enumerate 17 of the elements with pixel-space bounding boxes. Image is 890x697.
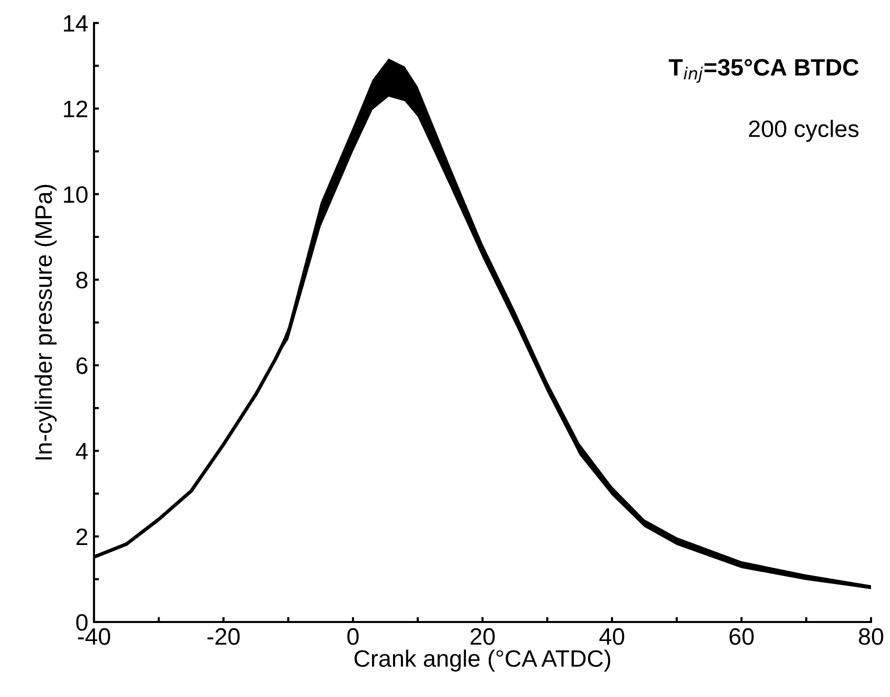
- y-tick-label: 10: [64, 186, 88, 203]
- y-tick-label: 4: [76, 443, 88, 460]
- y-axis-title: In-cylinder pressure (MPa): [34, 184, 57, 460]
- x-axis-title: Crank angle (°CA ATDC): [354, 650, 610, 672]
- x-tick-label: 20: [470, 628, 495, 645]
- x-tick-label: -20: [207, 628, 240, 645]
- y-tick-label: 14: [64, 15, 88, 32]
- x-tick-label: 60: [730, 628, 754, 645]
- y-tick-label: 2: [76, 528, 88, 545]
- y-tick-label: 8: [76, 272, 88, 288]
- y-tick-label: 12: [64, 100, 88, 118]
- annotation: T$_{inj}$=35°CA BTDC: [668, 58, 859, 83]
- y-tick-label: 6: [76, 357, 88, 374]
- annotation: 200 cycles: [748, 120, 858, 142]
- x-tick-label: 80: [858, 628, 884, 645]
- x-tick-label: 40: [599, 628, 624, 645]
- x-tick-label: 0: [347, 628, 359, 645]
